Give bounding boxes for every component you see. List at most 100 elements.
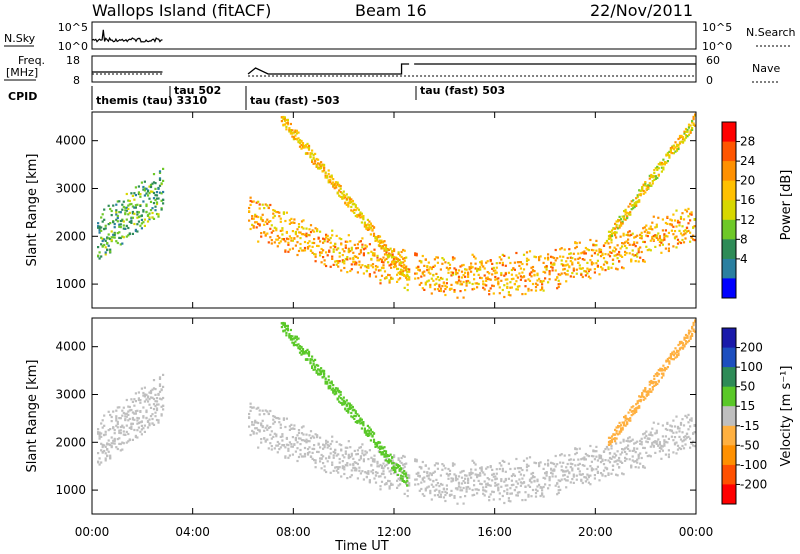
power-cell (137, 192, 140, 196)
velocity-cell (638, 406, 641, 409)
velocity-cell (343, 465, 346, 469)
velocity-cell (459, 486, 462, 489)
power-cell (329, 180, 332, 184)
velocity-cell (651, 427, 654, 430)
power-cell (158, 170, 162, 173)
power-cell (450, 271, 453, 274)
velocity-cell (506, 492, 509, 495)
power-cell (677, 137, 680, 141)
velocity-cell (133, 418, 136, 421)
velocity-cell (359, 457, 362, 460)
power-cell (686, 135, 689, 138)
velocity-cell (531, 488, 535, 492)
velocity-cell (640, 437, 643, 440)
velocity-cell (335, 466, 338, 469)
power-cell (134, 204, 137, 207)
velocity-cell (101, 451, 104, 454)
power-cell (270, 231, 273, 234)
velocity-cell (276, 417, 279, 420)
power-cell (670, 229, 673, 232)
power-cell (376, 256, 379, 259)
power-cell (618, 219, 621, 222)
velocity-cell (388, 461, 391, 464)
power-cell (658, 240, 661, 243)
power-cell (107, 223, 110, 226)
power-cell (341, 197, 344, 200)
velocity-cell (548, 484, 551, 487)
velocity-cell (638, 395, 641, 398)
velocity-cell (100, 449, 103, 452)
velocity-cell (162, 385, 165, 388)
power-cell (562, 255, 565, 258)
power-cell (637, 249, 640, 252)
velocity-cell (322, 455, 325, 458)
velocity-cell (578, 447, 581, 450)
velocity-cell (315, 371, 318, 374)
power-cell (527, 289, 530, 292)
velocity-cell (451, 479, 455, 482)
velocity-cell (358, 458, 361, 462)
power-cell (610, 232, 614, 235)
power-cell (628, 243, 631, 246)
velocity-cell (581, 457, 584, 460)
velocity-cell (516, 491, 519, 494)
velocity-cell (636, 400, 639, 403)
velocity-cell (360, 427, 363, 430)
velocity-cell (339, 391, 342, 394)
power-cell (654, 175, 657, 178)
velocity-cell (388, 460, 391, 463)
velocity-cell (290, 445, 293, 448)
power-cell (285, 211, 288, 214)
velocity-cell (515, 494, 518, 497)
velocity-cell (610, 444, 613, 447)
power-cell (528, 272, 532, 275)
power-cell (679, 232, 683, 235)
velocity-cell (128, 438, 131, 442)
power-cell (363, 222, 366, 225)
power-cell (633, 241, 636, 244)
power-cell (638, 189, 641, 192)
velocity-cell (445, 472, 448, 475)
power-cell (453, 289, 456, 292)
velocity-cell (118, 437, 121, 440)
velocity-cell (380, 480, 384, 483)
velocity-cell (392, 469, 395, 472)
power-cell (276, 211, 279, 214)
power-cell (327, 179, 330, 182)
velocity-cell (690, 442, 693, 445)
power-cell (116, 232, 119, 235)
power-cell (119, 236, 122, 240)
power-cell (504, 273, 507, 276)
velocity-cell (648, 390, 651, 393)
power-cell (480, 263, 483, 266)
velocity-cell (158, 384, 162, 387)
power-cell (402, 261, 405, 264)
velocity-cell (557, 489, 560, 492)
power-cell (149, 190, 153, 193)
power-cell (273, 241, 276, 244)
power-cell (538, 277, 541, 280)
power-cell (595, 249, 598, 252)
velocity-cell (578, 462, 581, 465)
velocity-cell (390, 472, 393, 475)
power-cell (368, 273, 371, 276)
cpid-entry: tau 502 (174, 84, 221, 97)
power-cell (127, 207, 130, 210)
velocity-cell (383, 455, 386, 458)
velocity-cell (550, 467, 553, 470)
power-cell (541, 280, 544, 283)
colorbar-tick-label: -100 (740, 458, 767, 472)
power-cell (320, 165, 323, 168)
power-cell (670, 219, 673, 222)
power-cell (263, 223, 266, 226)
velocity-cell (365, 472, 368, 475)
velocity-cell (286, 327, 289, 330)
power-cell (137, 215, 140, 219)
velocity-cell (306, 352, 309, 355)
velocity-cell (565, 479, 568, 482)
velocity-cell (335, 454, 338, 457)
velocity-cell (651, 443, 654, 446)
velocity-cell (151, 396, 154, 399)
velocity-cell (435, 484, 438, 487)
